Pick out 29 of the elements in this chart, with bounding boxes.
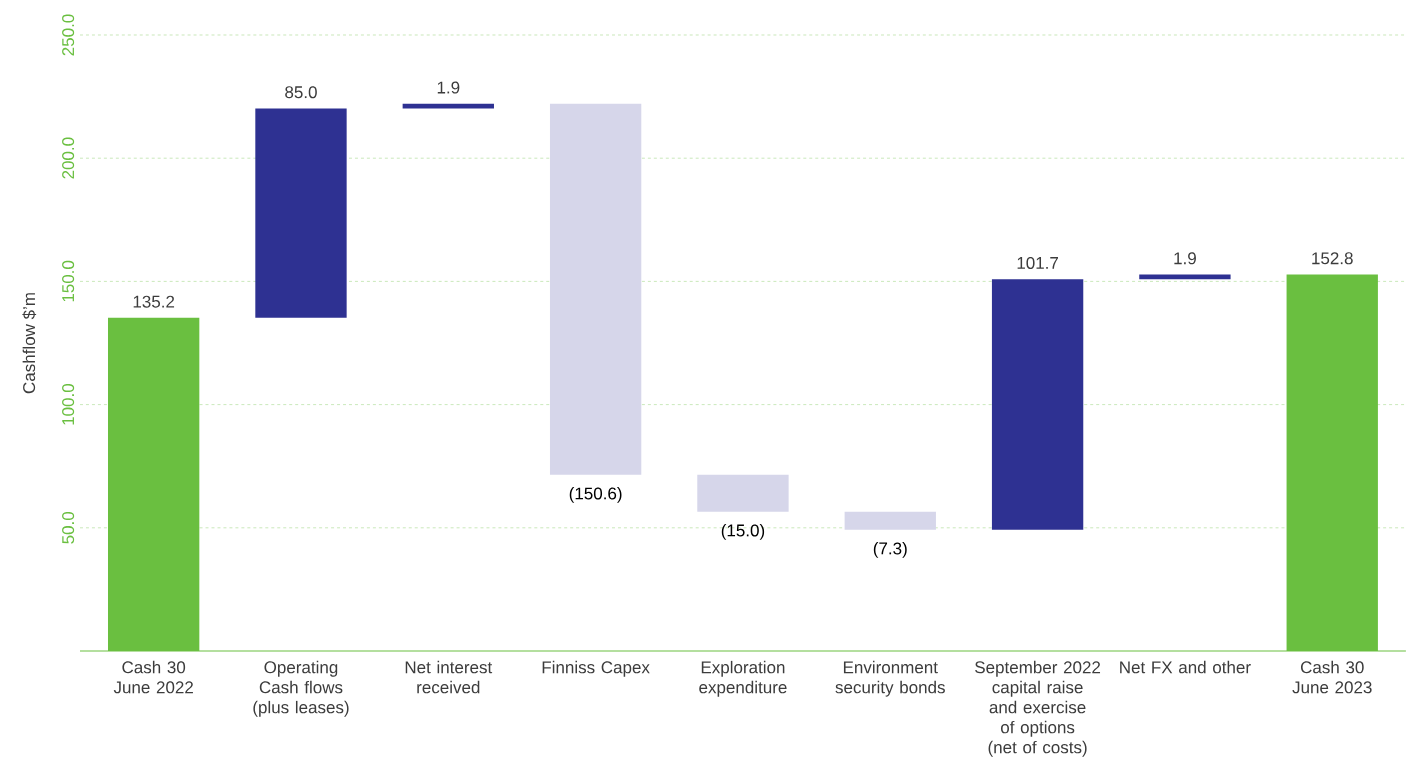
y-tick-label: 200.0 — [62, 137, 75, 179]
bar — [549, 103, 642, 475]
bar — [255, 108, 347, 318]
data-label: 85.0 — [285, 86, 317, 99]
data-label: (15.0) — [721, 523, 765, 540]
y-tick-label: 250.0 — [62, 14, 75, 56]
x-tick-label: Exploration expenditure — [699, 660, 787, 697]
x-tick-label: Operating Cash flows (plus leases) — [253, 660, 349, 717]
data-label: 1.9 — [1174, 252, 1196, 265]
bar — [844, 511, 936, 530]
x-tick-label: September 2022 capital raise and exercise of options (net of costs) — [975, 660, 1101, 757]
data-label: 1.9 — [437, 81, 460, 94]
x-tick-label: Cash 30 June 2022 — [113, 660, 193, 694]
x-tick-label: Cash 30 June 2023 — [1292, 660, 1372, 694]
x-tick-label: Net interest received — [405, 660, 493, 694]
y-tick-label: 150.0 — [62, 260, 75, 302]
data-label: 101.7 — [1017, 256, 1058, 269]
x-tick-label: Net FX and other — [1120, 660, 1251, 674]
data-label: (150.6) — [569, 487, 622, 503]
y-tick-label: 100.0 — [62, 383, 75, 425]
bar — [697, 474, 789, 512]
data-label: (7.3) — [873, 541, 907, 558]
y-tick-label: 50.0 — [62, 511, 75, 544]
y-axis-title: Cashflow $’m — [22, 293, 37, 394]
data-label: 152.8 — [1312, 252, 1353, 265]
data-label: 135.2 — [133, 295, 175, 308]
x-tick-label: Finniss Capex — [542, 660, 650, 677]
bar — [991, 279, 1084, 530]
x-tick-label: Environment security bonds — [835, 660, 945, 697]
